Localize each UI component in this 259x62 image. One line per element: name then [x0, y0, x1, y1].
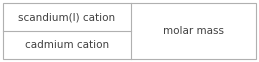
Text: molar mass: molar mass	[163, 26, 224, 36]
Text: cadmium cation: cadmium cation	[25, 40, 109, 50]
Text: scandium(I) cation: scandium(I) cation	[18, 12, 116, 22]
